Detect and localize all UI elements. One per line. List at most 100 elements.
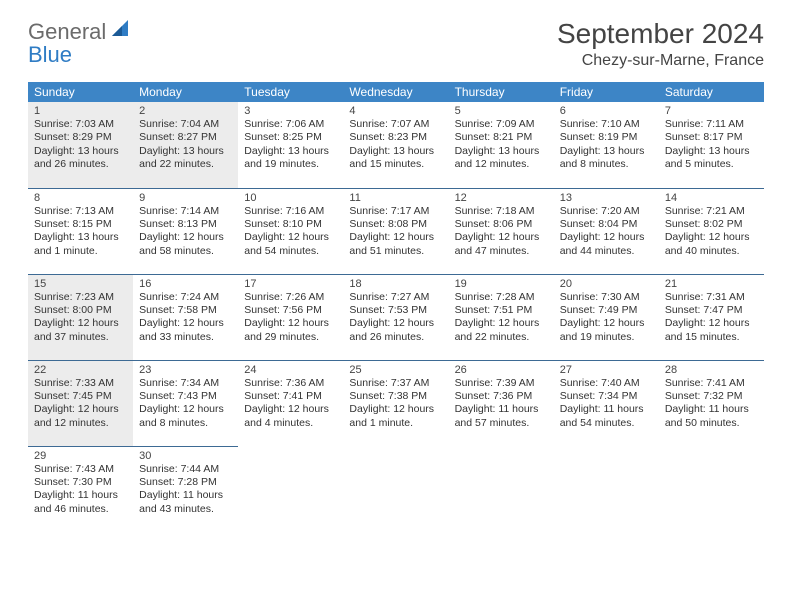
sunset-text: Sunset: 8:27 PM [139,131,232,144]
sunrise-text: Sunrise: 7:30 AM [560,291,653,304]
day-info: Sunrise: 7:30 AMSunset: 7:49 PMDaylight:… [560,291,653,345]
brand-part1: General [28,19,106,45]
daylight-text: Daylight: 12 hours and 12 minutes. [34,403,127,430]
day-info: Sunrise: 7:41 AMSunset: 7:32 PMDaylight:… [665,377,758,431]
sunset-text: Sunset: 7:49 PM [560,304,653,317]
sunrise-text: Sunrise: 7:26 AM [244,291,337,304]
day-number: 21 [665,278,758,290]
day-info: Sunrise: 7:26 AMSunset: 7:56 PMDaylight:… [244,291,337,345]
calendar-week-row: 15Sunrise: 7:23 AMSunset: 8:00 PMDayligh… [28,274,764,360]
day-number: 4 [349,105,442,117]
calendar-day-cell [449,446,554,532]
day-number: 20 [560,278,653,290]
daylight-text: Daylight: 13 hours and 5 minutes. [665,145,758,172]
calendar-week-row: 22Sunrise: 7:33 AMSunset: 7:45 PMDayligh… [28,360,764,446]
calendar-day-cell: 4Sunrise: 7:07 AMSunset: 8:23 PMDaylight… [343,102,448,188]
calendar-day-cell: 26Sunrise: 7:39 AMSunset: 7:36 PMDayligh… [449,360,554,446]
day-number: 13 [560,192,653,204]
day-number: 15 [34,278,127,290]
daylight-text: Daylight: 13 hours and 26 minutes. [34,145,127,172]
calendar-day-cell: 21Sunrise: 7:31 AMSunset: 7:47 PMDayligh… [659,274,764,360]
daylight-text: Daylight: 12 hours and 47 minutes. [455,231,548,258]
day-info: Sunrise: 7:40 AMSunset: 7:34 PMDaylight:… [560,377,653,431]
calendar-day-cell: 6Sunrise: 7:10 AMSunset: 8:19 PMDaylight… [554,102,659,188]
sunrise-text: Sunrise: 7:23 AM [34,291,127,304]
brand-part2: Blue [28,42,72,67]
calendar-week-row: 1Sunrise: 7:03 AMSunset: 8:29 PMDaylight… [28,102,764,188]
location-label: Chezy-sur-Marne, France [557,52,764,70]
day-info: Sunrise: 7:10 AMSunset: 8:19 PMDaylight:… [560,118,653,172]
calendar-day-cell: 13Sunrise: 7:20 AMSunset: 8:04 PMDayligh… [554,188,659,274]
sunrise-text: Sunrise: 7:40 AM [560,377,653,390]
day-number: 5 [455,105,548,117]
day-info: Sunrise: 7:44 AMSunset: 7:28 PMDaylight:… [139,463,232,517]
calendar-day-cell: 23Sunrise: 7:34 AMSunset: 7:43 PMDayligh… [133,360,238,446]
col-mon: Monday [133,82,238,102]
daylight-text: Daylight: 13 hours and 19 minutes. [244,145,337,172]
day-number: 6 [560,105,653,117]
sunset-text: Sunset: 7:43 PM [139,390,232,403]
calendar-week-row: 29Sunrise: 7:43 AMSunset: 7:30 PMDayligh… [28,446,764,532]
day-number: 29 [34,450,127,462]
calendar-day-cell: 1Sunrise: 7:03 AMSunset: 8:29 PMDaylight… [28,102,133,188]
page-header: General September 2024 Chezy-sur-Marne, … [28,18,764,70]
calendar-day-cell: 11Sunrise: 7:17 AMSunset: 8:08 PMDayligh… [343,188,448,274]
calendar-day-cell: 22Sunrise: 7:33 AMSunset: 7:45 PMDayligh… [28,360,133,446]
day-number: 28 [665,364,758,376]
day-number: 9 [139,192,232,204]
day-number: 27 [560,364,653,376]
day-number: 8 [34,192,127,204]
sunrise-text: Sunrise: 7:20 AM [560,205,653,218]
calendar-day-cell: 18Sunrise: 7:27 AMSunset: 7:53 PMDayligh… [343,274,448,360]
sunset-text: Sunset: 7:28 PM [139,476,232,489]
calendar-day-cell: 14Sunrise: 7:21 AMSunset: 8:02 PMDayligh… [659,188,764,274]
sunrise-text: Sunrise: 7:44 AM [139,463,232,476]
sunrise-text: Sunrise: 7:34 AM [139,377,232,390]
day-info: Sunrise: 7:03 AMSunset: 8:29 PMDaylight:… [34,118,127,172]
daylight-text: Daylight: 12 hours and 15 minutes. [665,317,758,344]
calendar-day-cell: 8Sunrise: 7:13 AMSunset: 8:15 PMDaylight… [28,188,133,274]
sunset-text: Sunset: 7:53 PM [349,304,442,317]
col-tue: Tuesday [238,82,343,102]
col-sat: Saturday [659,82,764,102]
day-info: Sunrise: 7:37 AMSunset: 7:38 PMDaylight:… [349,377,442,431]
sunset-text: Sunset: 7:58 PM [139,304,232,317]
sunset-text: Sunset: 8:04 PM [560,218,653,231]
day-number: 23 [139,364,232,376]
day-info: Sunrise: 7:20 AMSunset: 8:04 PMDaylight:… [560,205,653,259]
day-number: 17 [244,278,337,290]
calendar-day-cell: 27Sunrise: 7:40 AMSunset: 7:34 PMDayligh… [554,360,659,446]
day-info: Sunrise: 7:43 AMSunset: 7:30 PMDaylight:… [34,463,127,517]
daylight-text: Daylight: 12 hours and 19 minutes. [560,317,653,344]
calendar-day-cell: 15Sunrise: 7:23 AMSunset: 8:00 PMDayligh… [28,274,133,360]
day-info: Sunrise: 7:33 AMSunset: 7:45 PMDaylight:… [34,377,127,431]
day-number: 30 [139,450,232,462]
brand-line2: Blue [28,42,72,68]
sunset-text: Sunset: 8:29 PM [34,131,127,144]
sunset-text: Sunset: 8:08 PM [349,218,442,231]
daylight-text: Daylight: 11 hours and 43 minutes. [139,489,232,516]
day-info: Sunrise: 7:04 AMSunset: 8:27 PMDaylight:… [139,118,232,172]
sunrise-text: Sunrise: 7:07 AM [349,118,442,131]
day-info: Sunrise: 7:17 AMSunset: 8:08 PMDaylight:… [349,205,442,259]
sunrise-text: Sunrise: 7:43 AM [34,463,127,476]
title-block: September 2024 Chezy-sur-Marne, France [557,18,764,70]
day-info: Sunrise: 7:06 AMSunset: 8:25 PMDaylight:… [244,118,337,172]
sunrise-text: Sunrise: 7:16 AM [244,205,337,218]
day-number: 19 [455,278,548,290]
sunrise-text: Sunrise: 7:33 AM [34,377,127,390]
daylight-text: Daylight: 13 hours and 15 minutes. [349,145,442,172]
calendar-table: Sunday Monday Tuesday Wednesday Thursday… [28,82,764,532]
calendar-day-cell: 3Sunrise: 7:06 AMSunset: 8:25 PMDaylight… [238,102,343,188]
calendar-day-cell: 5Sunrise: 7:09 AMSunset: 8:21 PMDaylight… [449,102,554,188]
day-info: Sunrise: 7:34 AMSunset: 7:43 PMDaylight:… [139,377,232,431]
calendar-day-cell: 19Sunrise: 7:28 AMSunset: 7:51 PMDayligh… [449,274,554,360]
sunrise-text: Sunrise: 7:17 AM [349,205,442,218]
sunset-text: Sunset: 8:02 PM [665,218,758,231]
sunset-text: Sunset: 8:25 PM [244,131,337,144]
daylight-text: Daylight: 11 hours and 57 minutes. [455,403,548,430]
sunrise-text: Sunrise: 7:21 AM [665,205,758,218]
daylight-text: Daylight: 12 hours and 58 minutes. [139,231,232,258]
day-number: 3 [244,105,337,117]
day-info: Sunrise: 7:21 AMSunset: 8:02 PMDaylight:… [665,205,758,259]
